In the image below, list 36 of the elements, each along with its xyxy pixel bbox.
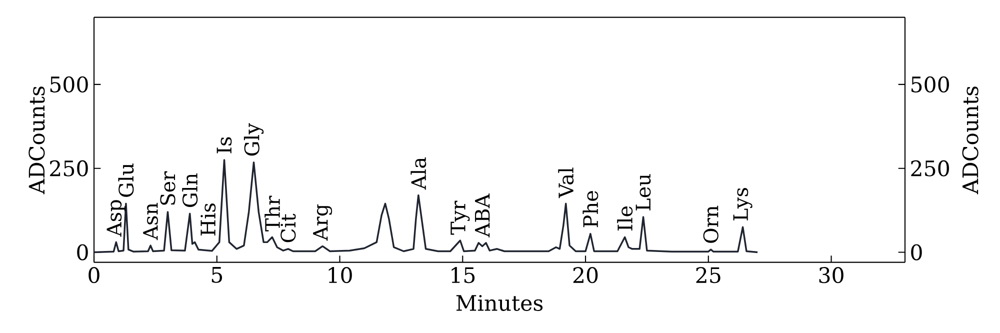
- annotation: Ile: [617, 206, 633, 230]
- x-tick-label: 30: [819, 266, 844, 284]
- annotation: Asn: [143, 202, 158, 240]
- annotation: Ser: [160, 171, 176, 205]
- annotation: Glu: [118, 163, 134, 197]
- annotation: Gln: [182, 173, 198, 207]
- annotation: Leu: [636, 174, 651, 210]
- y2-tick-label: 0: [911, 244, 922, 260]
- y-axis-title: ADCounts: [28, 86, 45, 194]
- annotation: Ala: [410, 157, 426, 190]
- annotation: Tyr: [450, 200, 470, 235]
- y2-axis-title: ADCounts: [962, 86, 978, 194]
- x-axis-title: Minutes: [456, 294, 543, 311]
- x-tick-label: 5: [212, 266, 222, 283]
- annotation: Arg: [313, 204, 332, 241]
- annotation: Asp: [106, 200, 126, 237]
- annotation: Cit: [280, 214, 296, 242]
- x-tick-label: 20: [573, 266, 598, 284]
- annotation: Gly: [244, 122, 264, 156]
- annotation: Thr: [264, 196, 280, 232]
- annotation: Val: [558, 168, 574, 198]
- x-tick-label: 15: [452, 266, 475, 284]
- y2-tick-label: 250: [911, 160, 949, 176]
- annotation: Orn: [703, 206, 718, 243]
- y-tick-label: 0: [77, 244, 88, 260]
- annotation: Phe: [582, 190, 598, 227]
- annotation: ABA: [475, 193, 490, 238]
- annotation: Lys: [733, 188, 752, 220]
- x-tick-label: 0: [88, 266, 100, 284]
- x-tick-label: 25: [696, 266, 720, 284]
- y-tick-label: 500: [50, 76, 88, 92]
- annotation: Is: [216, 137, 232, 154]
- annotation: His: [200, 203, 216, 236]
- x-tick-label: 10: [328, 266, 352, 284]
- y-tick-label: 250: [50, 160, 88, 176]
- y2-tick-label: 500: [912, 76, 949, 92]
